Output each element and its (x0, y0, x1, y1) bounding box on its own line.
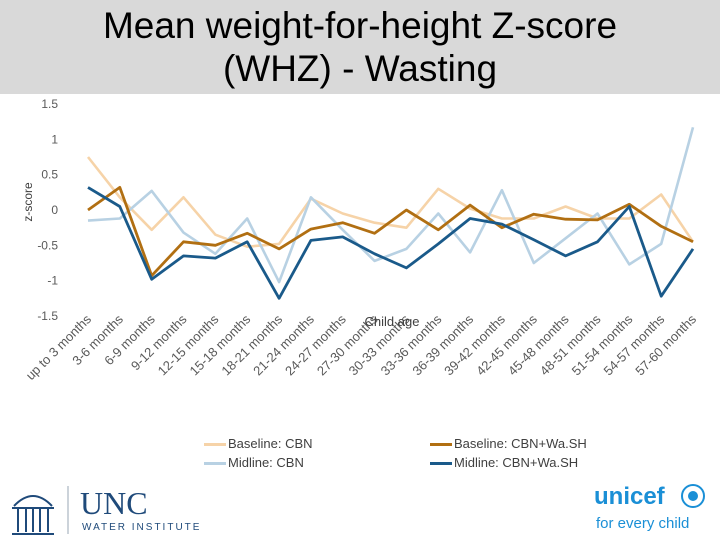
legend-swatch (430, 443, 452, 447)
y-tick-label: -1 (47, 274, 58, 288)
legend-item-midline-cbn: Midline: CBN (204, 455, 304, 470)
title-line-2: (WHZ) - Wasting (222, 48, 498, 89)
unc-water-institute-logo: UNC WATER INSTITUTE (12, 485, 201, 535)
unc-logo-subtitle: WATER INSTITUTE (82, 522, 201, 533)
title-band (0, 0, 720, 94)
title-line-1: Mean weight-for-height Z-score (102, 5, 618, 46)
y-tick-label: 1 (51, 132, 58, 146)
unc-logo-name: UNC (80, 485, 148, 521)
series-line-baseline-cbn-wa-sh (87, 186, 694, 278)
unicef-logo-tagline: for every child (596, 515, 689, 532)
old-well-icon (12, 495, 54, 535)
legend-item-baseline-cbn-wash: Baseline: CBN+Wa.SH (430, 436, 587, 451)
unicef-logo-name: unicef (594, 483, 666, 510)
legend-item-midline-cbn-wash: Midline: CBN+Wa.SH (430, 455, 578, 470)
legend-swatch (204, 462, 226, 466)
legend-swatch (430, 462, 452, 466)
unicef-emblem-icon (681, 484, 705, 508)
whz-line-chart: z-score 1.510.50-0.5-1-1.5 up to 3 month… (21, 97, 699, 383)
legend-label: Baseline: CBN (228, 436, 313, 451)
legend-item-baseline-cbn: Baseline: CBN (204, 436, 313, 451)
page-title: Mean weight-for-height Z-score (WHZ) - W… (0, 4, 720, 90)
y-tick-label: 0 (51, 203, 58, 217)
y-axis-label: z-score (21, 182, 35, 222)
legend-label: Midline: CBN+Wa.SH (454, 455, 579, 470)
y-tick-label: 0.5 (41, 168, 58, 182)
y-tick-label: -0.5 (37, 238, 58, 252)
series-line-baseline-cbn (86, 156, 695, 248)
y-tick-label: 1.5 (41, 97, 58, 111)
legend-swatch (204, 443, 226, 447)
unicef-logo: unicef for every child (594, 483, 705, 532)
legend-label: Midline: CBN (228, 455, 304, 470)
series-line-midline-cbn-wa-sh (87, 186, 695, 300)
y-tick-label: -1.5 (37, 309, 58, 323)
legend-label: Baseline: CBN+Wa.SH (454, 436, 587, 451)
x-axis-label: Child age (365, 314, 420, 329)
series-line-midline-cbn (87, 126, 695, 284)
